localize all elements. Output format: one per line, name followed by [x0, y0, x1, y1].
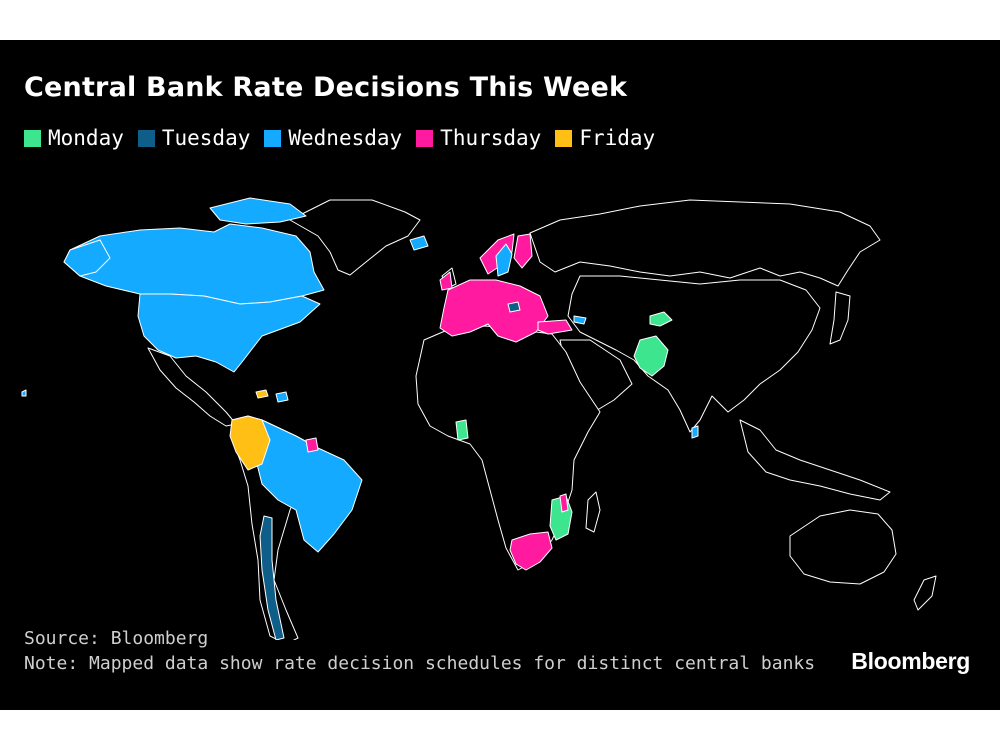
legend-label-friday: Friday	[579, 126, 656, 150]
legend-label-wednesday: Wednesday	[288, 126, 403, 150]
land-greenland	[289, 199, 421, 276]
region-hungary	[507, 301, 521, 313]
region-chile	[259, 515, 285, 640]
legend-swatch-monday	[24, 129, 41, 147]
legend-label-tuesday: Tuesday	[161, 126, 251, 150]
region-europe	[439, 279, 549, 343]
note-text: Note: Mapped data show rate decision sch…	[24, 653, 816, 674]
legend-swatch-friday	[555, 129, 573, 147]
legend-item-wednesday: Wednesday	[264, 126, 402, 150]
land-australia	[789, 509, 897, 585]
legend-label-thursday: Thursday	[440, 126, 542, 150]
region-colombia	[229, 415, 271, 471]
region-dominican-republic	[275, 391, 289, 403]
bloomberg-logo: Bloomberg	[851, 648, 970, 674]
legend-item-tuesday: Tuesday	[137, 126, 251, 150]
legend-swatch-tuesday	[137, 129, 155, 147]
region-ghana	[455, 419, 469, 441]
legend-item-monday: Monday	[24, 126, 124, 150]
region-south-africa	[509, 531, 553, 571]
region-finland	[513, 233, 533, 269]
legend-swatch-wednesday	[264, 129, 282, 147]
legend-item-friday: Friday	[555, 126, 655, 150]
region-small-island-pacific	[21, 389, 27, 397]
chart-title: Central Bank Rate Decisions This Week	[24, 72, 628, 103]
land-southeast-asia	[739, 419, 891, 501]
land-russia	[529, 199, 881, 287]
region-suriname	[305, 437, 319, 453]
legend-swatch-thursday	[416, 129, 434, 147]
region-jamaica	[255, 389, 269, 399]
region-sri-lanka	[691, 425, 699, 439]
land-new-zealand	[913, 575, 937, 611]
region-sweden	[495, 243, 513, 277]
region-uk	[439, 271, 453, 291]
region-canada-islands	[209, 197, 307, 225]
region-malawi	[559, 493, 569, 513]
region-iceland	[409, 235, 429, 251]
land-japan	[829, 291, 851, 345]
region-united-states	[137, 293, 321, 373]
source-text: Source: Bloomberg	[24, 628, 209, 649]
legend-label-monday: Monday	[48, 126, 124, 150]
region-brazil	[255, 419, 363, 553]
region-alaska	[63, 239, 111, 277]
chart-panel: Central Bank Rate Decisions This Week Mo…	[0, 40, 1000, 710]
land-asia	[567, 275, 821, 433]
world-map	[21, 197, 937, 640]
region-canada	[63, 223, 325, 305]
land-madagascar	[585, 491, 601, 533]
region-pakistan	[633, 335, 669, 377]
region-kyrgyzstan	[649, 311, 673, 327]
legend: Monday Tuesday Wednesday Thursday Friday	[24, 126, 669, 150]
region-turkey	[537, 319, 573, 335]
region-georgia	[573, 315, 587, 325]
legend-item-thursday: Thursday	[416, 126, 541, 150]
